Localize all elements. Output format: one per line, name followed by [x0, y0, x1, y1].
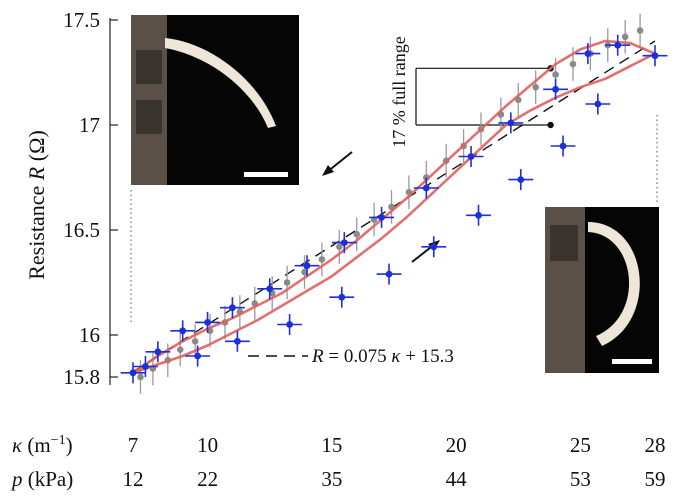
- blue-point: [422, 184, 430, 192]
- x-tick-label: 53: [570, 467, 591, 491]
- inset-photo-bent: [131, 15, 299, 185]
- blue-point: [286, 321, 293, 328]
- gray-point: [283, 279, 291, 286]
- fit-equation: R = 0.075 κ + 15.3: [311, 346, 454, 367]
- x-tick-label: 28: [645, 433, 666, 457]
- gray-point: [301, 268, 308, 276]
- gray-point: [353, 230, 361, 238]
- plot-area: [120, 13, 668, 394]
- y-axis-title-var: R: [24, 166, 49, 181]
- blue-point: [614, 41, 622, 49]
- y-tick-group: 15.8 16 16.5 17 17.5: [63, 8, 118, 389]
- blue-point: [234, 337, 241, 345]
- x-tick-label: 15: [321, 433, 342, 457]
- blue-point: [378, 214, 385, 221]
- x-axis-row-label: p (kPa): [10, 467, 73, 491]
- x-axis-row-close: ): [66, 433, 73, 457]
- y-axis-title-prefix: Resistance: [24, 180, 49, 280]
- x-axis-row-sup: −1: [51, 433, 66, 448]
- blue-point: [194, 352, 202, 360]
- y-tick-label: 17.5: [63, 8, 100, 32]
- x-tick-label: 22: [197, 467, 218, 491]
- gray-point: [176, 346, 184, 354]
- x-axis-row-unit: (m: [22, 433, 51, 457]
- gray-point: [318, 256, 326, 263]
- blue-point: [385, 270, 393, 278]
- blue-point: [179, 327, 187, 335]
- x-axis-row-var: p: [10, 467, 23, 491]
- y-axis-title-unit: (Ω): [24, 130, 49, 167]
- blue-point: [229, 304, 236, 312]
- blue-point: [340, 239, 348, 247]
- blue-point: [154, 348, 162, 356]
- blue-point: [651, 52, 659, 60]
- fit-legend: R = 0.075 κ + 15.3: [248, 346, 454, 367]
- gray-point: [532, 83, 539, 91]
- x-axis-row-var: κ: [12, 433, 23, 457]
- y-axis-title: Resistance R (Ω): [24, 130, 49, 280]
- arrow-loading: [411, 240, 440, 263]
- unloading-fit-curve: [132, 52, 656, 375]
- gray-point: [636, 27, 644, 34]
- y-tick-label: 17: [79, 113, 100, 137]
- blue-point: [517, 176, 525, 184]
- blue-point: [430, 243, 438, 251]
- blue-point: [204, 319, 211, 326]
- blue-point: [467, 153, 475, 160]
- blue-point: [507, 119, 515, 127]
- blue-point: [303, 262, 311, 270]
- range-label: 17 % full range: [389, 36, 409, 147]
- blue-point: [584, 50, 592, 57]
- x-tick-label: 10: [197, 433, 218, 457]
- y-tick-label: 15.8: [63, 365, 100, 389]
- x-tick-label: 20: [446, 433, 467, 457]
- range-bottom-dot: [547, 121, 554, 129]
- gray-point: [137, 373, 144, 381]
- gray-point: [191, 338, 199, 345]
- inset-photo-curled: [545, 207, 659, 373]
- x-tick-label: 44: [446, 467, 468, 491]
- blue-point: [552, 85, 559, 93]
- y-tick-label: 16: [79, 323, 100, 347]
- loading-fit-curve: [132, 39, 656, 374]
- range-annotation: 17 % full range: [389, 36, 554, 148]
- gray-point: [552, 71, 559, 78]
- y-tick-label: 16.5: [63, 218, 100, 242]
- arrow-unloading: [322, 151, 353, 176]
- blue-point: [338, 293, 346, 301]
- gray-point: [336, 243, 343, 251]
- gray-point: [569, 60, 577, 68]
- x-axis-row-label: κ (m−1): [12, 433, 73, 457]
- x-tick-label: 59: [645, 467, 666, 491]
- blue-point: [266, 285, 274, 293]
- blue-point: [475, 211, 482, 219]
- x-tick-label: 12: [123, 467, 144, 491]
- x-axis-rows: κ (m−1) 7 10 15 20 25 28 p (kPa) 12 22 35 44 53 59: [10, 433, 666, 491]
- x-tick-label: 35: [321, 467, 342, 491]
- x-tick-label: 25: [570, 433, 591, 457]
- x-tick-label: 7: [128, 433, 139, 457]
- blue-point: [594, 100, 602, 108]
- blue-point: [142, 363, 149, 370]
- blue-point: [129, 369, 137, 377]
- x-axis-row-unit: (kPa): [23, 467, 74, 491]
- blue-point: [559, 142, 567, 150]
- gray-point: [621, 33, 629, 41]
